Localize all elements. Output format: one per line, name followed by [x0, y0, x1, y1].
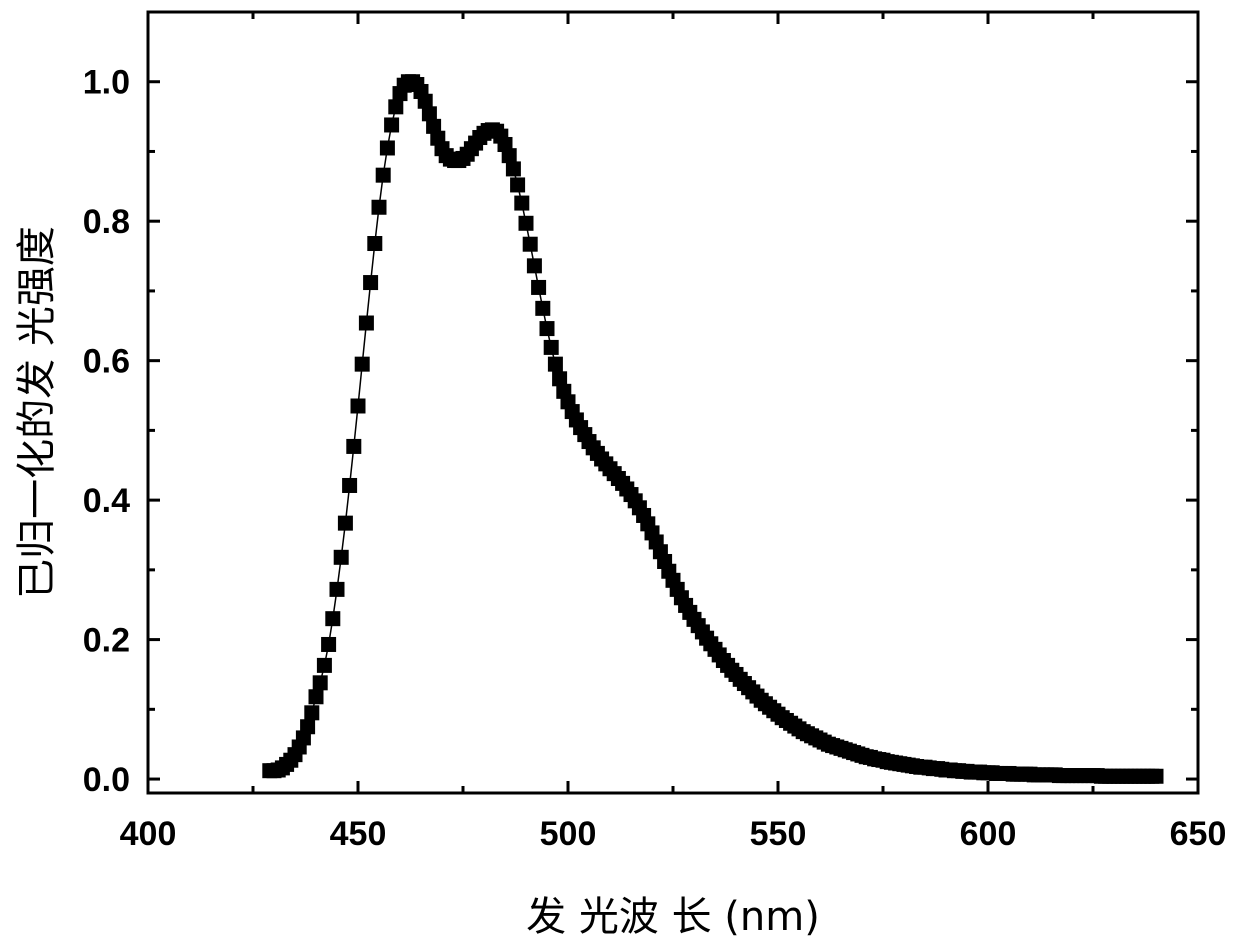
x-tick-label: 450: [330, 815, 387, 853]
data-point: [330, 582, 345, 597]
x-axis-title: 发 光波 长 (nm): [526, 894, 820, 940]
data-point: [531, 280, 546, 295]
y-tick-label: 1.0: [83, 64, 130, 102]
data-point: [309, 689, 324, 704]
data-point: [544, 340, 559, 355]
data-point: [548, 357, 563, 372]
data-point: [523, 237, 538, 252]
data-point: [367, 236, 382, 251]
y-tick-label: 0.6: [83, 343, 130, 381]
data-point: [338, 516, 353, 531]
x-tick-label: 600: [960, 815, 1017, 853]
data-point: [388, 99, 403, 114]
data-point: [313, 675, 328, 690]
y-tick-label: 0.0: [83, 761, 130, 799]
data-point: [334, 550, 349, 565]
data-point: [519, 216, 534, 231]
data-point: [380, 140, 395, 155]
y-tick-label: 0.2: [83, 622, 130, 660]
data-point: [514, 196, 529, 211]
data-point: [1149, 769, 1164, 784]
x-tick-label: 400: [120, 815, 177, 853]
x-tick-label: 650: [1170, 815, 1227, 853]
data-point: [540, 321, 555, 336]
y-axis-title: 已归一化的发 光强度: [14, 226, 60, 599]
data-point: [321, 637, 336, 652]
x-tick-label: 500: [540, 815, 597, 853]
y-tick-label: 0.4: [83, 482, 130, 520]
data-point: [363, 275, 378, 290]
data-point: [317, 658, 332, 673]
data-point: [300, 719, 315, 734]
data-point: [346, 439, 361, 454]
data-point: [359, 316, 374, 331]
data-point: [325, 611, 340, 626]
data-point: [502, 148, 517, 163]
data-point: [351, 398, 366, 413]
data-point: [372, 200, 387, 215]
data-point: [376, 168, 391, 183]
data-point: [342, 478, 357, 493]
data-point: [506, 161, 521, 176]
x-tick-label: 550: [750, 815, 807, 853]
y-tick-label: 0.8: [83, 203, 130, 241]
data-point: [355, 357, 370, 372]
data-point: [527, 258, 542, 273]
data-point: [384, 117, 399, 132]
data-point: [510, 177, 525, 192]
data-point: [535, 301, 550, 316]
data-point: [304, 705, 319, 720]
